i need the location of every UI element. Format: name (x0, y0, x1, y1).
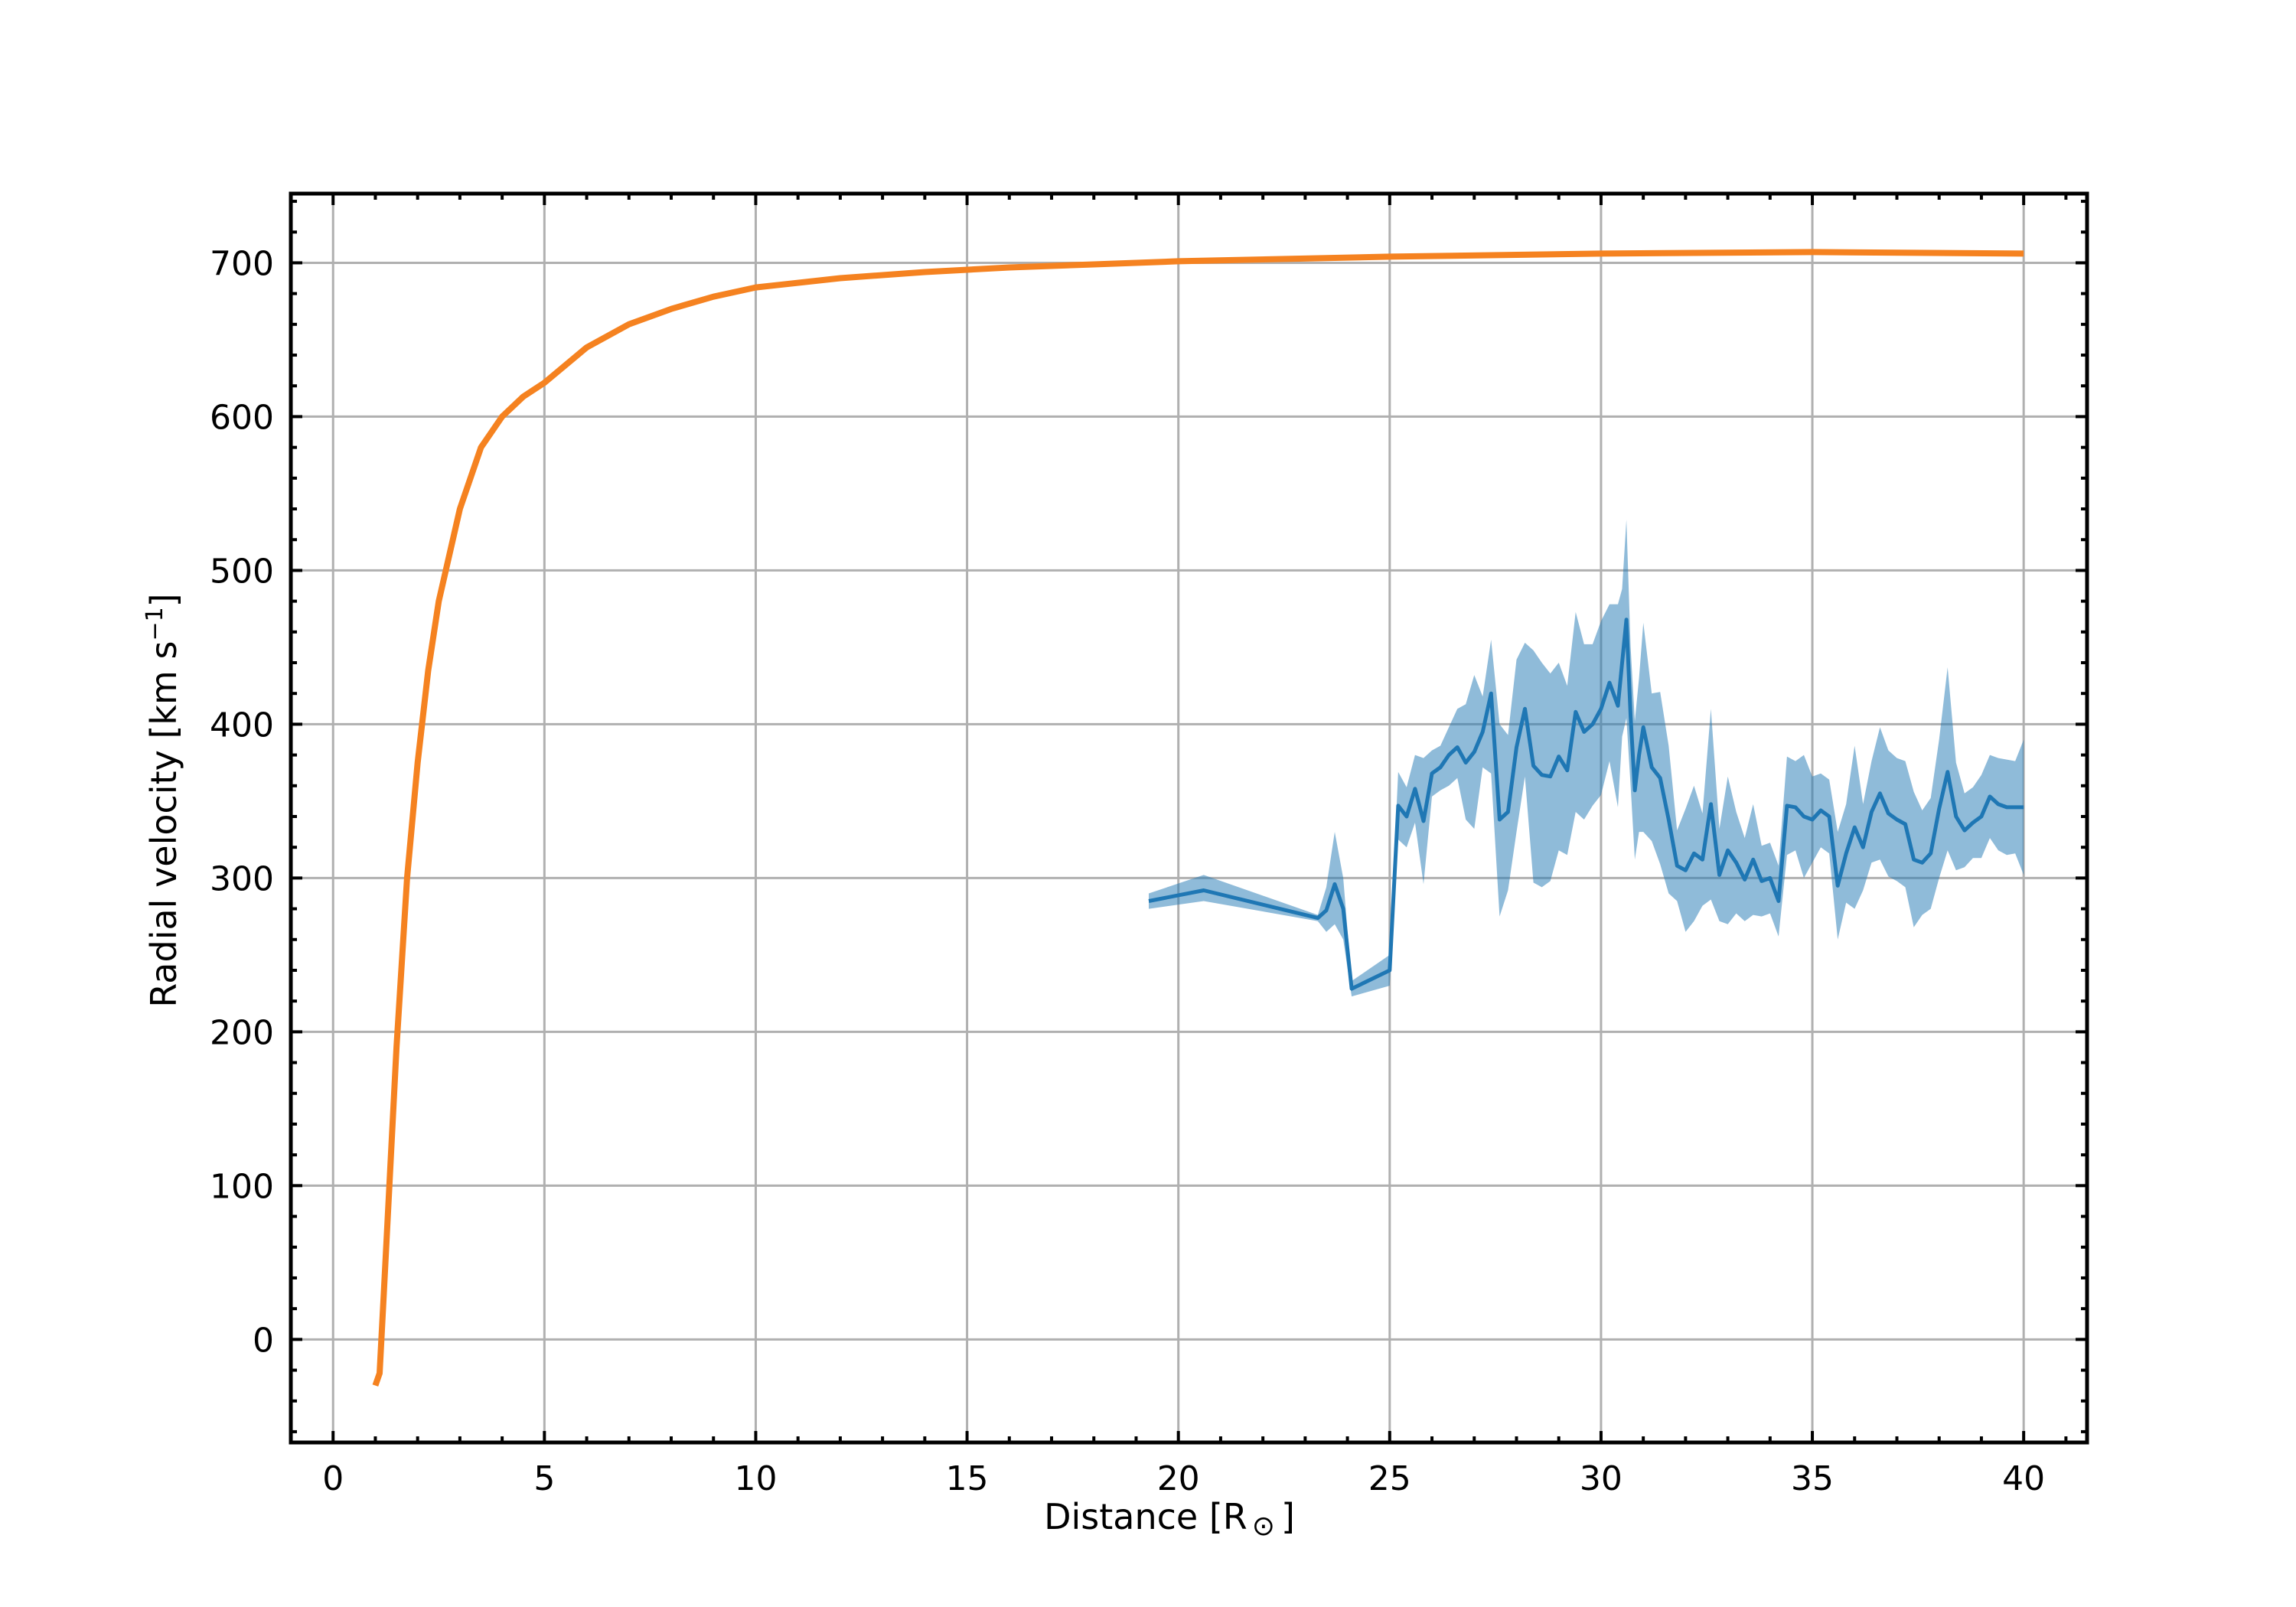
observed-velocity-line (1148, 618, 2024, 991)
x-tick-label: 15 (946, 1459, 989, 1498)
y-tick-label: 100 (210, 1167, 274, 1206)
x-tick-label: 0 (322, 1459, 344, 1498)
y-tick-label: 600 (210, 398, 274, 437)
y-axis-label-main: Radial velocity [km s (143, 641, 184, 1008)
y-tick-label: 500 (210, 552, 274, 591)
x-axis-label-main: Distance [R (1044, 1496, 1247, 1537)
y-tick-label: 0 (253, 1321, 274, 1360)
y-axis-label: Radial velocity [km s−1] (142, 593, 184, 1007)
x-axis-label-close: ] (1281, 1496, 1295, 1537)
x-tick-label: 20 (1157, 1459, 1200, 1498)
y-tick-label: 700 (210, 244, 274, 283)
x-tick-label: 5 (533, 1459, 555, 1498)
x-tick-label: 25 (1368, 1459, 1411, 1498)
x-axis-label-sun-symbol: ⊙ (1252, 1511, 1275, 1542)
y-axis-label-close: ] (143, 593, 184, 607)
y-tick-labels: 0 100 200 300 400 500 600 700 (210, 244, 274, 1360)
x-tick-label: 35 (1791, 1459, 1834, 1498)
x-tick-label: 30 (1580, 1459, 1623, 1498)
model-velocity-line (372, 249, 2024, 1387)
y-tick-label: 300 (210, 859, 274, 898)
x-axis-label: Distance [R ⊙] (1044, 1496, 1295, 1542)
y-axis-label-exponent: −1 (142, 607, 168, 641)
x-tick-labels: 0 5 10 15 20 25 30 35 40 (322, 1459, 2045, 1498)
x-tick-label: 40 (2002, 1459, 2045, 1498)
y-tick-label: 400 (210, 706, 274, 745)
plot-frame (289, 191, 2089, 1445)
x-tick-label: 10 (734, 1459, 777, 1498)
y-tick-label: 200 (210, 1013, 274, 1052)
observed-uncertainty-band (1149, 520, 2024, 997)
